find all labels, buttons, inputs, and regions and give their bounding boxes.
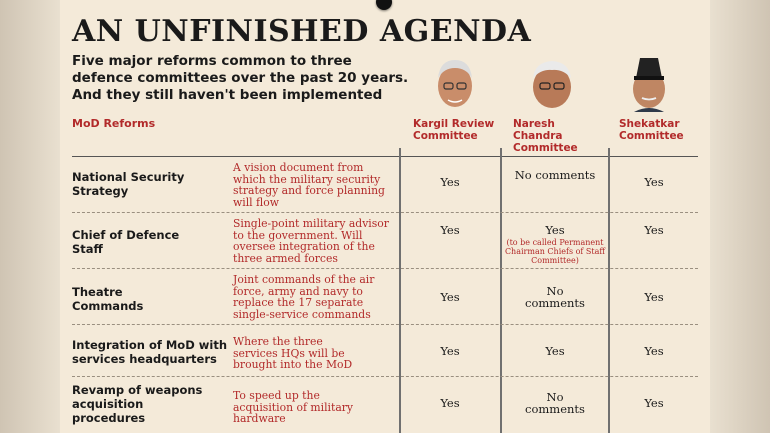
reform-name: Theatre Commands (72, 285, 144, 313)
reform-description: Where the three services HQs will be bro… (233, 335, 353, 371)
naresh-chandra-note: (to be called Permanent Chairman Chiefs … (504, 238, 606, 265)
shekatkar-value: Yes (644, 344, 664, 358)
kargil-value: Yes (440, 344, 460, 358)
kargil-value: Yes (440, 175, 460, 189)
kargil-value: Yes (440, 396, 460, 410)
infographic-card: AN UNFINISHED AGENDA Five major reforms … (60, 0, 710, 433)
row-divider (72, 376, 698, 377)
background-right (710, 0, 770, 433)
naresh-chandra-value: No comments (525, 284, 585, 310)
naresh-chandra-committee-portrait (533, 61, 571, 108)
shekatkar-value: Yes (644, 396, 664, 410)
naresh-chandra-value: No comments (525, 390, 585, 416)
row-divider (72, 324, 698, 325)
column-header-naresh-chandra: Naresh Chandra Committee (513, 118, 578, 154)
naresh-chandra-value: No comments (514, 168, 596, 182)
shekatkar-value: Yes (644, 290, 664, 304)
column-header-shekatkar: Shekatkar Committee (619, 118, 684, 142)
shekatkar-value: Yes (644, 223, 664, 237)
page-title: AN UNFINISHED AGENDA (72, 14, 532, 49)
row-divider (72, 268, 698, 269)
reform-description: Joint commands of the air force, army an… (233, 273, 375, 321)
row-divider (72, 212, 698, 213)
reform-name: Revamp of weapons acquisition procedures (72, 383, 203, 425)
column-divider (399, 148, 401, 433)
shekatkar-value: Yes (644, 175, 664, 189)
kargil-value: Yes (440, 223, 460, 237)
kargil-value: Yes (440, 290, 460, 304)
header-divider (72, 156, 698, 157)
column-divider (500, 148, 502, 433)
naresh-chandra-value: Yes (545, 344, 565, 358)
subtitle: Five major reforms common to three defen… (72, 53, 409, 103)
column-divider (608, 148, 610, 433)
kargil-committee-portrait (438, 60, 472, 107)
reform-description: Single-point military advisor to the gov… (233, 217, 389, 265)
column-header-reforms: MoD Reforms (72, 117, 156, 130)
shekatkar-committee-portrait (633, 58, 665, 112)
column-header-kargil: Kargil Review Committee (413, 118, 495, 142)
background-left (0, 0, 60, 433)
reform-name: Integration of MoD with services headqua… (72, 338, 228, 366)
pushpin-icon (376, 0, 392, 10)
reform-name: National Security Strategy (72, 170, 185, 198)
naresh-chandra-value: Yes (to be called Permanent Chairman Chi… (502, 224, 608, 265)
reform-name: Chief of Defence Staff (72, 228, 180, 256)
reform-description: A vision document from which the militar… (233, 161, 385, 209)
reform-description: To speed up the acquisition of military … (233, 389, 354, 425)
